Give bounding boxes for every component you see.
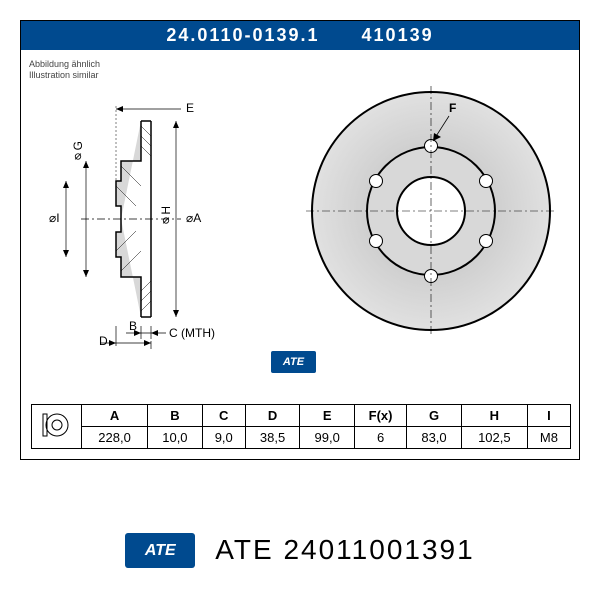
th-D: D [245, 405, 300, 427]
bolt-hole [424, 139, 438, 153]
part-number: 24.0110-0139.1 [166, 25, 319, 45]
bolt-hole [479, 234, 493, 248]
label-C: C (MTH) [169, 326, 215, 340]
bolt-hole [424, 269, 438, 283]
td-B: 10,0 [148, 427, 203, 449]
label-D: D [99, 334, 108, 348]
spec-table: A B C D E F(x) G H I 228,0 10,0 9,0 38,5… [31, 404, 571, 449]
td-H: 102,5 [461, 427, 527, 449]
td-I: M8 [527, 427, 570, 449]
table-icon-cell [32, 405, 82, 449]
th-F: F(x) [354, 405, 406, 427]
th-E: E [300, 405, 355, 427]
table-value-row: 228,0 10,0 9,0 38,5 99,0 6 83,0 102,5 M8 [32, 427, 571, 449]
label-G: ⌀G [71, 141, 85, 164]
label-H: ⌀H [159, 206, 173, 229]
code-number: 24011001391 [283, 534, 474, 565]
label-E: E [186, 101, 194, 115]
th-A: A [82, 405, 148, 427]
header-bar: 24.0110-0139.1 410139 [21, 21, 579, 50]
label-F: F [449, 101, 456, 115]
code-brand: ATE [215, 534, 273, 565]
table-header-row: A B C D E F(x) G H I [32, 405, 571, 427]
th-H: H [461, 405, 527, 427]
note-de: Abbildung ähnlich [29, 59, 100, 70]
diagram-area: ⌀I ⌀G ⌀H ⌀A B C (MTH) D E [21, 71, 581, 371]
product-code: ATE 24011001391 [215, 534, 474, 566]
bolt-hole [479, 174, 493, 188]
side-view: ⌀I ⌀G ⌀H ⌀A B C (MTH) D E [51, 91, 251, 351]
td-F: 6 [354, 427, 406, 449]
td-C: 9,0 [202, 427, 245, 449]
ate-logo-small: ATE [271, 351, 316, 373]
td-E: 99,0 [300, 427, 355, 449]
td-G: 83,0 [407, 427, 462, 449]
disc-center [396, 176, 466, 246]
td-A: 228,0 [82, 427, 148, 449]
label-A: ⌀A [186, 211, 201, 225]
diagram-container: 24.0110-0139.1 410139 Abbildung ähnlich … [20, 20, 580, 460]
td-D: 38,5 [245, 427, 300, 449]
front-view: F [301, 81, 561, 361]
th-C: C [202, 405, 245, 427]
label-B: B [129, 319, 137, 333]
label-I: ⌀I [49, 211, 60, 225]
bolt-hole [369, 234, 383, 248]
short-code: 410139 [362, 25, 434, 45]
bolt-hole [369, 174, 383, 188]
th-I: I [527, 405, 570, 427]
ate-logo-large: ATE [125, 533, 195, 568]
th-G: G [407, 405, 462, 427]
footer-bar: ATE ATE 24011001391 [20, 520, 580, 580]
th-B: B [148, 405, 203, 427]
